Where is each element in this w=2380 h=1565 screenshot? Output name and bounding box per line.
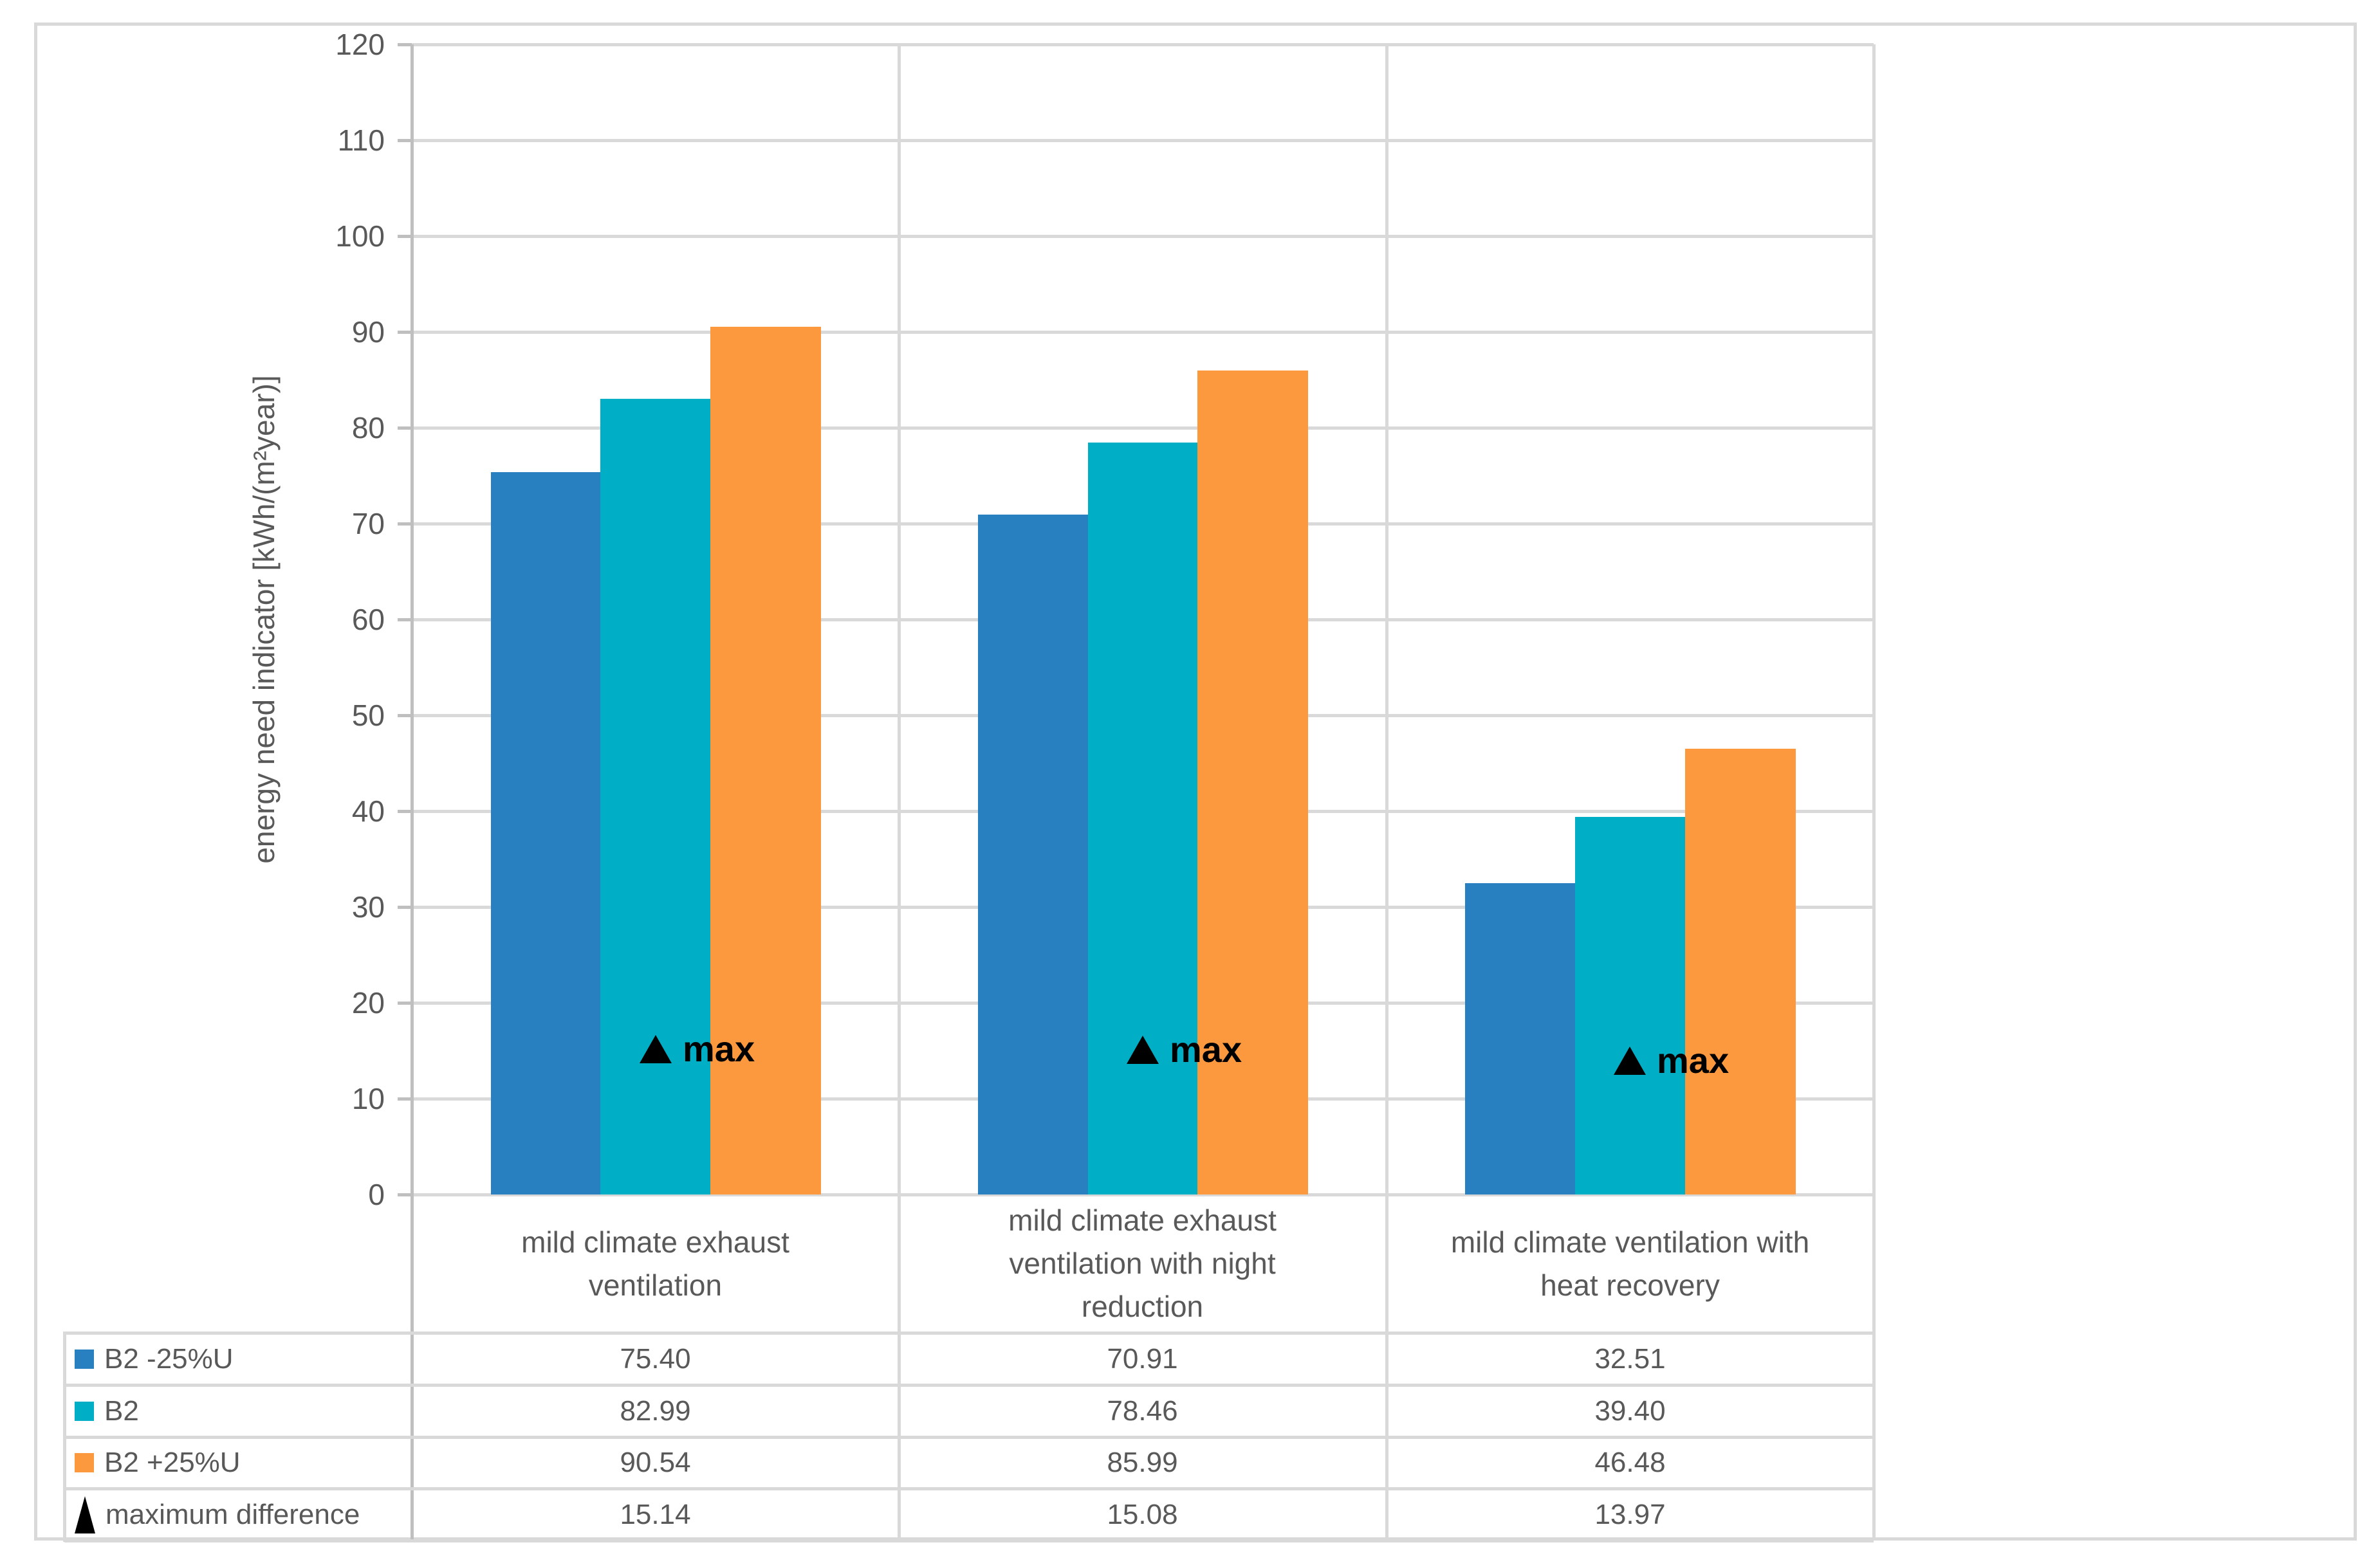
y-tick xyxy=(398,522,412,526)
legend-row-b2: B2 xyxy=(64,1385,412,1437)
bar-b2-+25%u xyxy=(1685,749,1796,1194)
table-border-h xyxy=(64,1332,1874,1335)
y-tick-label: 20 xyxy=(351,986,385,1020)
table-value: 70.91 xyxy=(1107,1342,1178,1375)
bar-b2--25%u xyxy=(978,515,1089,1194)
y-tick xyxy=(398,426,412,430)
gridline xyxy=(412,139,1874,142)
table-value: 15.14 xyxy=(620,1498,691,1530)
max-marker-label: max xyxy=(683,1029,755,1069)
y-axis-line xyxy=(411,44,414,1541)
y-tick-label: 60 xyxy=(351,603,385,636)
y-tick-label: 30 xyxy=(351,890,385,924)
y-tick xyxy=(398,331,412,334)
max-difference-marker xyxy=(1127,1036,1159,1064)
table-border-h xyxy=(64,1487,1874,1490)
y-tick xyxy=(398,235,412,238)
table-value: 85.99 xyxy=(1107,1447,1178,1478)
y-tick-label: 40 xyxy=(351,794,385,828)
table-border-h xyxy=(64,1436,1874,1439)
y-tick-label: 120 xyxy=(335,28,385,61)
legend-swatch-icon xyxy=(75,1453,94,1472)
max-marker-label: max xyxy=(1657,1040,1730,1081)
table-value: 78.46 xyxy=(1107,1395,1178,1427)
max-difference-marker xyxy=(640,1035,672,1063)
category-label: mild climate exhaust ventilation with ni… xyxy=(1008,1203,1277,1323)
legend-label: maximum difference xyxy=(106,1498,360,1530)
gridline xyxy=(412,1193,1874,1196)
gridline xyxy=(412,426,1874,430)
bar-b2--25%u xyxy=(491,472,602,1194)
y-tick-label: 110 xyxy=(337,124,385,157)
gridline xyxy=(412,331,1874,334)
gridline xyxy=(412,235,1874,238)
table-value: 46.48 xyxy=(1594,1447,1666,1478)
y-tick xyxy=(398,810,412,813)
bar-b2 xyxy=(1088,443,1199,1194)
max-marker-label: max xyxy=(1170,1029,1242,1070)
figure-border xyxy=(34,23,2357,1541)
table-value: 13.97 xyxy=(1594,1498,1666,1530)
max-difference-marker xyxy=(1614,1047,1646,1075)
legend-row-b2--25%u: B2 -25%U xyxy=(64,1333,412,1385)
y-tick xyxy=(398,618,412,621)
legend-label: B2 +25%U xyxy=(104,1447,241,1478)
legend-row-b2-+25%u: B2 +25%U xyxy=(64,1437,412,1488)
legend-row-maximum-difference: maximum difference xyxy=(64,1488,412,1541)
table-border-h xyxy=(64,1384,1874,1387)
y-tick-label: 90 xyxy=(351,315,385,349)
category-separator xyxy=(898,44,901,1541)
category-separator xyxy=(1872,44,1876,1541)
y-tick xyxy=(398,1193,412,1196)
y-tick xyxy=(398,714,412,717)
legend-swatch-icon xyxy=(75,1349,94,1369)
bar-b2-+25%u xyxy=(710,327,821,1194)
category-label: mild climate ventilation with heat recov… xyxy=(1450,1225,1810,1302)
y-tick xyxy=(398,43,412,46)
bar-b2 xyxy=(600,399,711,1194)
legend-label: B2 -25%U xyxy=(104,1342,234,1375)
y-tick xyxy=(398,1097,412,1101)
bar-b2 xyxy=(1575,817,1686,1194)
table-value: 15.08 xyxy=(1107,1498,1178,1530)
table-value: 90.54 xyxy=(620,1447,691,1478)
y-tick-label: 0 xyxy=(368,1178,385,1211)
table-value: 82.99 xyxy=(620,1395,691,1427)
table-value: 75.40 xyxy=(620,1342,691,1375)
category-separator xyxy=(1385,44,1388,1541)
y-tick-label: 10 xyxy=(351,1082,385,1115)
triangle-icon xyxy=(75,1496,95,1533)
table-value: 39.40 xyxy=(1594,1395,1666,1427)
table-border-v xyxy=(63,1332,66,1542)
bar-b2-+25%u xyxy=(1197,371,1308,1194)
category-label: mild climate exhaust ventilation xyxy=(521,1225,789,1302)
y-tick xyxy=(398,906,412,909)
y-tick-label: 50 xyxy=(351,699,385,732)
gridline xyxy=(412,43,1874,46)
y-tick-label: 70 xyxy=(351,507,385,540)
table-value: 32.51 xyxy=(1594,1342,1666,1375)
y-tick-label: 100 xyxy=(335,219,385,253)
legend-label: B2 xyxy=(104,1395,139,1427)
y-tick-label: 80 xyxy=(351,411,385,444)
legend-swatch-icon xyxy=(75,1401,94,1421)
table-border-h xyxy=(64,1539,1874,1542)
bar-b2--25%u xyxy=(1465,883,1576,1194)
y-tick xyxy=(398,1002,412,1005)
y-tick xyxy=(398,139,412,142)
